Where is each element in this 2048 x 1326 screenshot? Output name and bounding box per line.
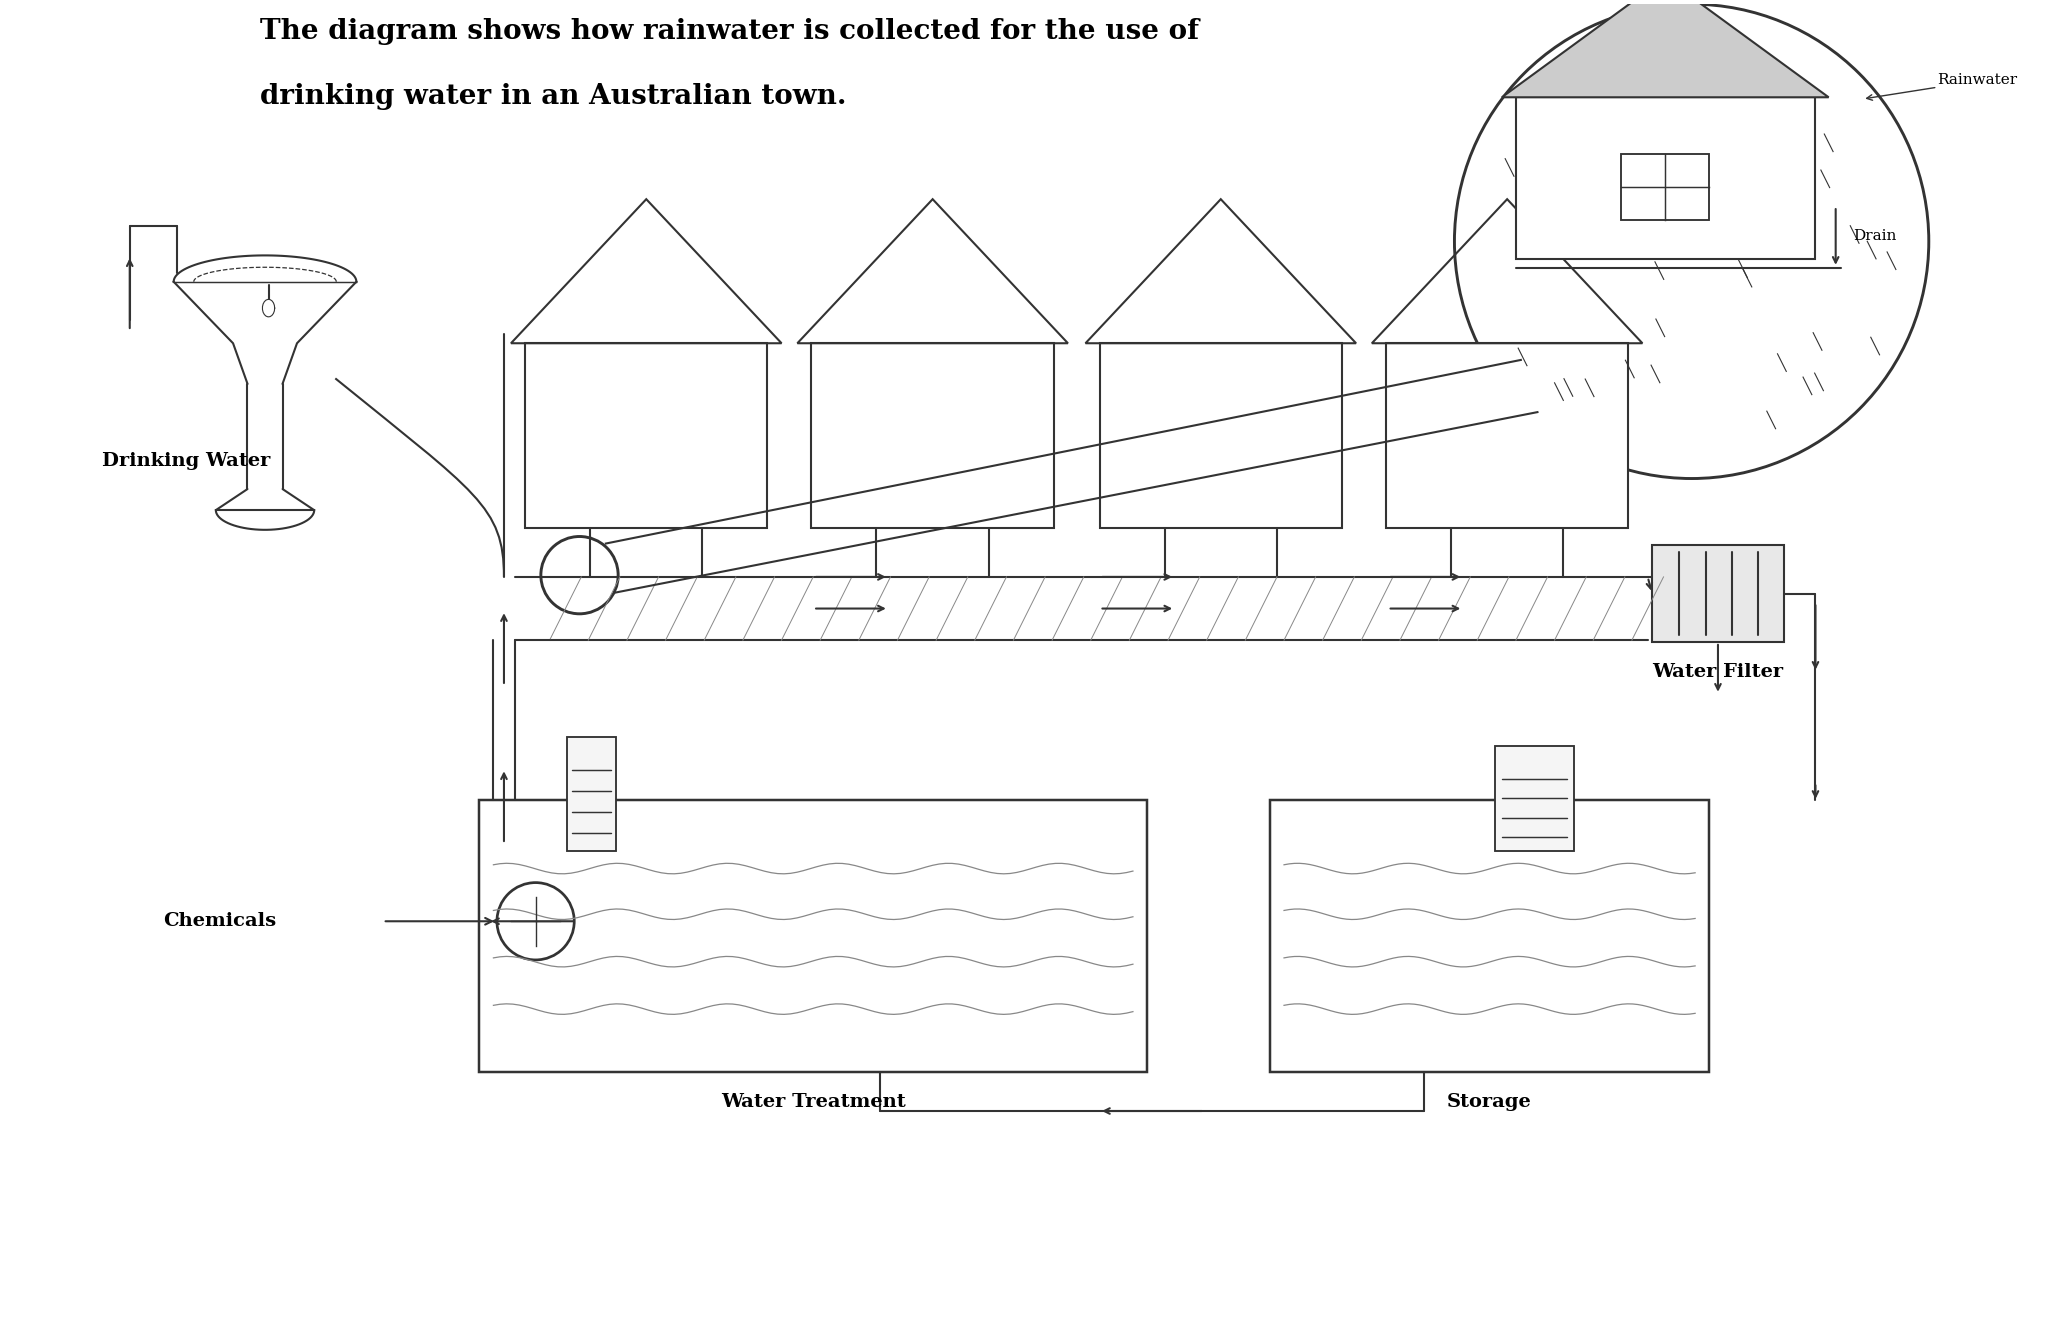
Bar — [1622, 154, 1710, 220]
Bar — [479, 800, 1147, 1073]
Text: Drain: Drain — [1853, 229, 1896, 243]
Text: The diagram shows how rainwater is collected for the use of: The diagram shows how rainwater is colle… — [260, 19, 1198, 45]
Text: Storage: Storage — [1448, 1094, 1532, 1111]
Bar — [811, 343, 1055, 528]
Bar — [1653, 545, 1784, 642]
Text: Drinking Water: Drinking Water — [102, 452, 270, 471]
Bar — [1495, 745, 1575, 851]
Bar — [1270, 800, 1710, 1073]
Bar — [1386, 343, 1628, 528]
Bar — [1100, 343, 1341, 528]
Text: Chemicals: Chemicals — [164, 912, 276, 931]
Bar — [567, 737, 616, 851]
Bar — [524, 343, 768, 528]
Circle shape — [498, 883, 573, 960]
Polygon shape — [1501, 0, 1829, 97]
Text: drinking water in an Australian town.: drinking water in an Australian town. — [260, 84, 846, 110]
Text: Rainwater: Rainwater — [1937, 73, 2017, 88]
Text: Water Treatment: Water Treatment — [721, 1094, 905, 1111]
Text: Water Filter: Water Filter — [1653, 663, 1784, 682]
Bar — [1516, 97, 1815, 259]
